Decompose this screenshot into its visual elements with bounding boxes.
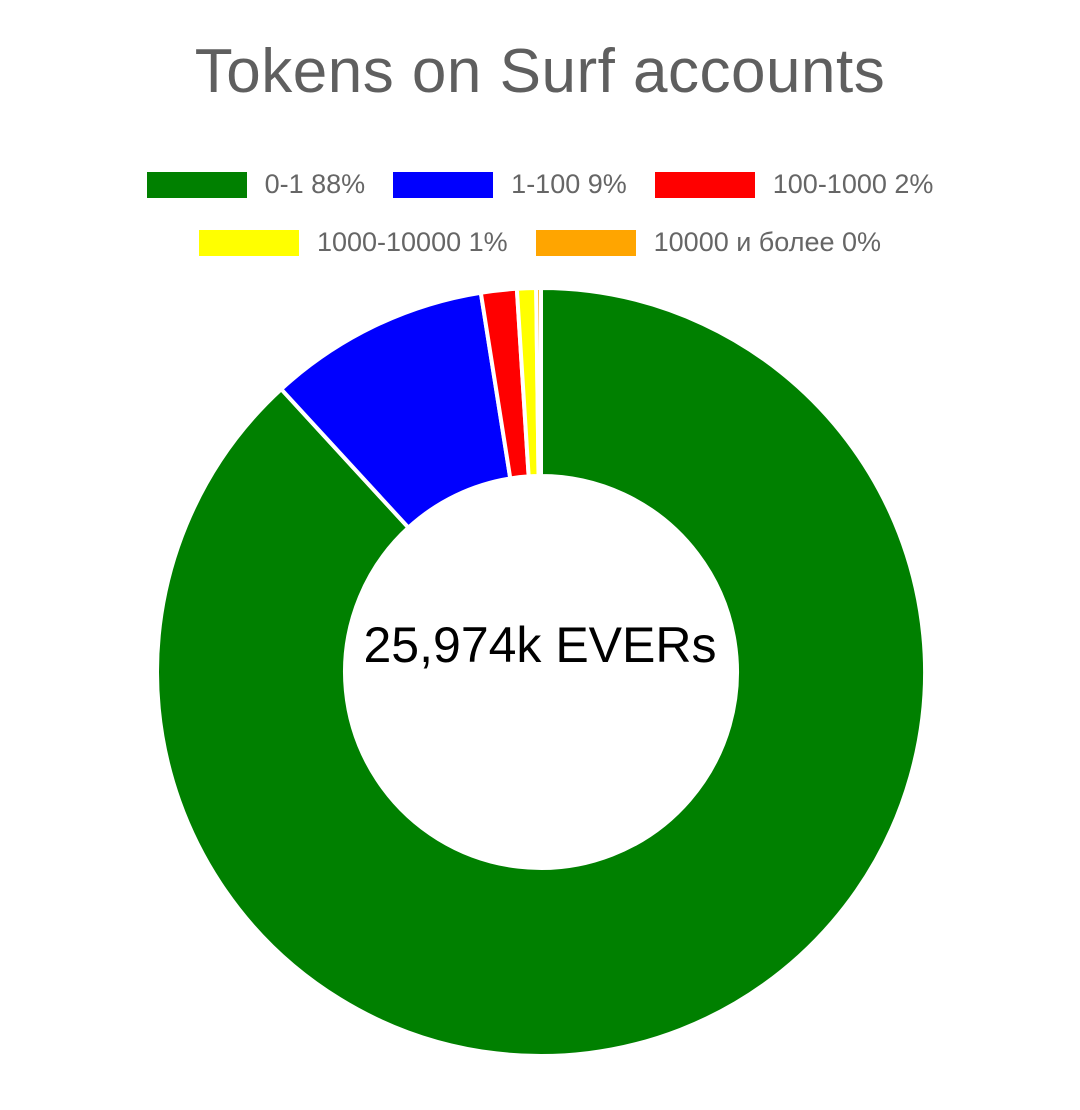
legend: 0-1 88% 1-100 9% 100-1000 2% [0, 169, 1080, 200]
legend-swatch-0-1 [146, 171, 247, 198]
slice-0-1[interactable] [155, 286, 927, 1058]
legend-label-1-100: 1-100 9% [511, 169, 627, 199]
legend-second-row: 1000-10000 1% 10000 и более 0% [0, 227, 1080, 258]
donut-center-label: 25,974k EVERs [364, 617, 717, 673]
legend-label-0-1: 0-1 88% [264, 169, 366, 199]
legend-label-10000-plus: 10000 и более 0% [653, 227, 882, 257]
legend-swatch-1-100 [393, 171, 494, 198]
donut-slices [155, 285, 927, 1058]
slice-10000-plus[interactable] [534, 285, 543, 479]
legend-item-1000-10000[interactable]: 1000-10000 1% [198, 227, 508, 258]
legend-label-1000-10000: 1000-10000 1% [316, 227, 508, 257]
legend-item-10000-plus[interactable]: 10000 и более 0% [535, 227, 882, 258]
legend-label-100-1000: 100-1000 2% [772, 169, 934, 199]
legend-item-100-1000[interactable]: 100-1000 2% [654, 169, 934, 200]
legend-swatch-1000-10000 [198, 229, 299, 256]
chart-title: Tokens on Surf accounts [194, 37, 886, 106]
legend-item-0-1[interactable]: 0-1 88% [146, 169, 366, 200]
legend-swatch-100-1000 [654, 171, 755, 198]
legend-item-1-100[interactable]: 1-100 9% [393, 169, 627, 200]
legend-swatch-10000-plus [535, 229, 636, 256]
